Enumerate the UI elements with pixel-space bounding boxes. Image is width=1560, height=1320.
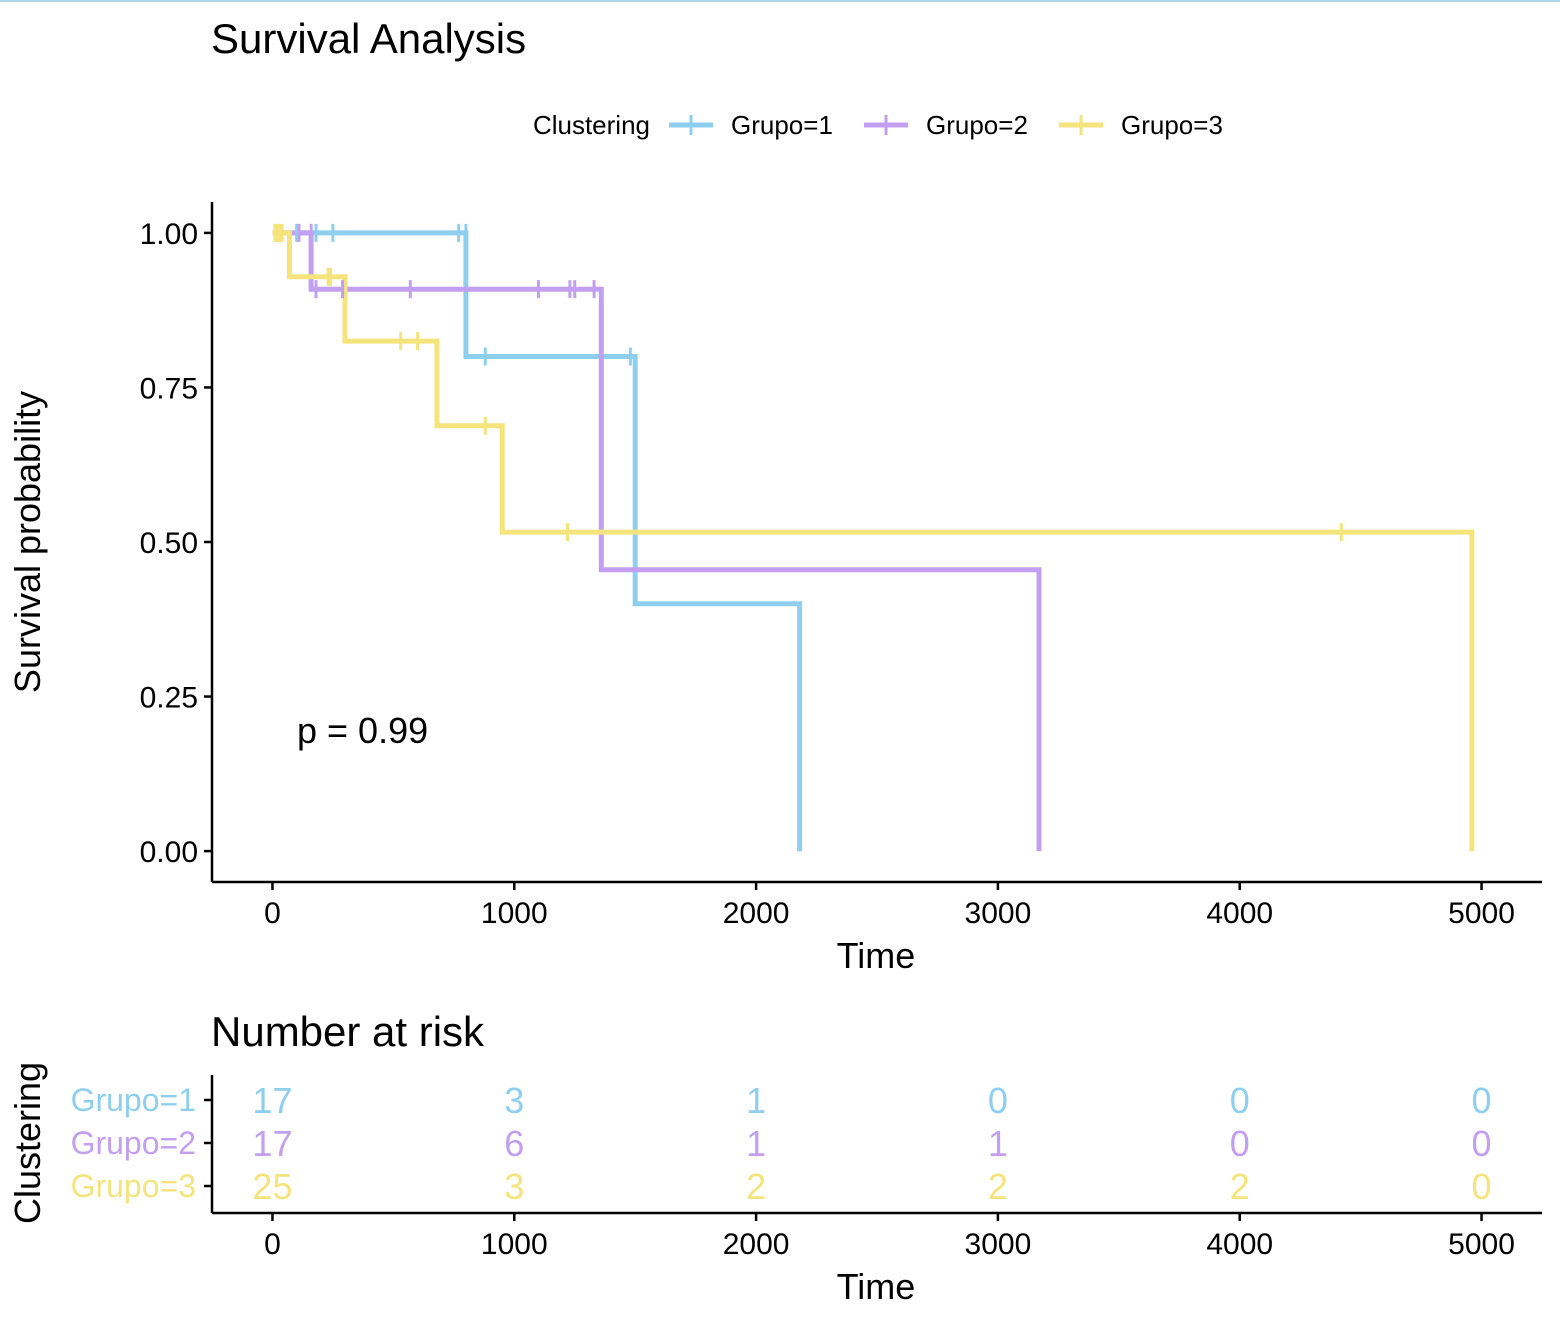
km-x-axis-title: Time bbox=[837, 935, 916, 976]
risk-x-tick-label: 5000 bbox=[1448, 1228, 1515, 1261]
risk-count: 0 bbox=[988, 1080, 1008, 1121]
risk-row-grupo-1: Grupo=1 17 3 1 0 0 0 bbox=[71, 1080, 1492, 1121]
risk-count: 0 bbox=[1472, 1123, 1492, 1164]
km-curve-grupo-3 bbox=[272, 230, 1475, 852]
risk-row-label: Grupo=3 bbox=[71, 1168, 196, 1204]
km-curve-grupo-2 bbox=[272, 230, 1042, 852]
km-y-tick-label: 0.00 bbox=[140, 836, 198, 869]
km-x-tick-label: 2000 bbox=[723, 897, 790, 930]
risk-count: 0 bbox=[1230, 1123, 1250, 1164]
risk-count: 17 bbox=[252, 1123, 292, 1164]
risk-count: 1 bbox=[746, 1123, 766, 1164]
legend-item-grupo-1: Grupo=1 bbox=[669, 110, 833, 140]
risk-x-tick-label: 0 bbox=[264, 1228, 281, 1261]
km-y-tick-label: 0.25 bbox=[140, 682, 198, 715]
risk-row-label: Grupo=2 bbox=[71, 1125, 196, 1161]
risk-x-tick-label: 2000 bbox=[723, 1228, 790, 1261]
km-y-tick-label: 0.75 bbox=[140, 372, 198, 405]
risk-count: 3 bbox=[504, 1080, 524, 1121]
risk-count: 2 bbox=[988, 1166, 1008, 1207]
km-x-tick-label: 0 bbox=[264, 897, 281, 930]
risk-count: 25 bbox=[252, 1166, 292, 1207]
risk-row-grupo-3: Grupo=3 25 3 2 2 2 0 bbox=[71, 1166, 1492, 1207]
legend-label: Grupo=2 bbox=[926, 110, 1028, 140]
km-curve-grupo-1 bbox=[272, 230, 803, 852]
km-x-tick-label: 1000 bbox=[481, 897, 548, 930]
risk-count: 17 bbox=[252, 1080, 292, 1121]
risk-x-tick-label: 1000 bbox=[481, 1228, 548, 1261]
risk-table-title: Number at risk bbox=[211, 1008, 485, 1055]
km-y-tick-label: 1.00 bbox=[140, 218, 198, 251]
risk-y-axis-title: Clustering bbox=[7, 1062, 48, 1224]
km-y-axis-title: Survival probability bbox=[7, 391, 48, 693]
risk-x-tick-label: 4000 bbox=[1206, 1228, 1273, 1261]
km-x-tick-label: 4000 bbox=[1206, 897, 1273, 930]
legend-title: Clustering bbox=[533, 110, 650, 140]
risk-row-label: Grupo=1 bbox=[71, 1082, 196, 1118]
risk-row-grupo-2: Grupo=2 17 6 1 1 0 0 bbox=[71, 1123, 1492, 1164]
legend: Clustering Grupo=1 Grupo=2 Grupo=3 bbox=[533, 110, 1223, 140]
chart-title: Survival Analysis bbox=[211, 15, 526, 62]
km-y-tick-label: 0.50 bbox=[140, 527, 198, 560]
risk-count: 2 bbox=[746, 1166, 766, 1207]
risk-count: 1 bbox=[988, 1123, 1008, 1164]
top-rule bbox=[0, 0, 1560, 2]
risk-count: 6 bbox=[504, 1123, 524, 1164]
km-plot-area: 0.00 0.25 0.50 0.75 1.00 0 1000 2000 3000 4000 500… bbox=[7, 202, 1542, 976]
legend-label: Grupo=1 bbox=[731, 110, 833, 140]
risk-count: 1 bbox=[746, 1080, 766, 1121]
risk-count: 3 bbox=[504, 1166, 524, 1207]
legend-label: Grupo=3 bbox=[1121, 110, 1223, 140]
risk-x-axis-title: Time bbox=[837, 1266, 916, 1307]
km-x-tick-label: 3000 bbox=[965, 897, 1032, 930]
legend-item-grupo-2: Grupo=2 bbox=[864, 110, 1028, 140]
risk-count: 0 bbox=[1230, 1080, 1250, 1121]
risk-x-tick-label: 3000 bbox=[965, 1228, 1032, 1261]
legend-item-grupo-3: Grupo=3 bbox=[1059, 110, 1223, 140]
risk-count: 2 bbox=[1230, 1166, 1250, 1207]
risk-count: 0 bbox=[1472, 1166, 1492, 1207]
risk-count: 0 bbox=[1472, 1080, 1492, 1121]
km-x-tick-label: 5000 bbox=[1448, 897, 1515, 930]
p-value-annotation: p = 0.99 bbox=[297, 710, 428, 751]
